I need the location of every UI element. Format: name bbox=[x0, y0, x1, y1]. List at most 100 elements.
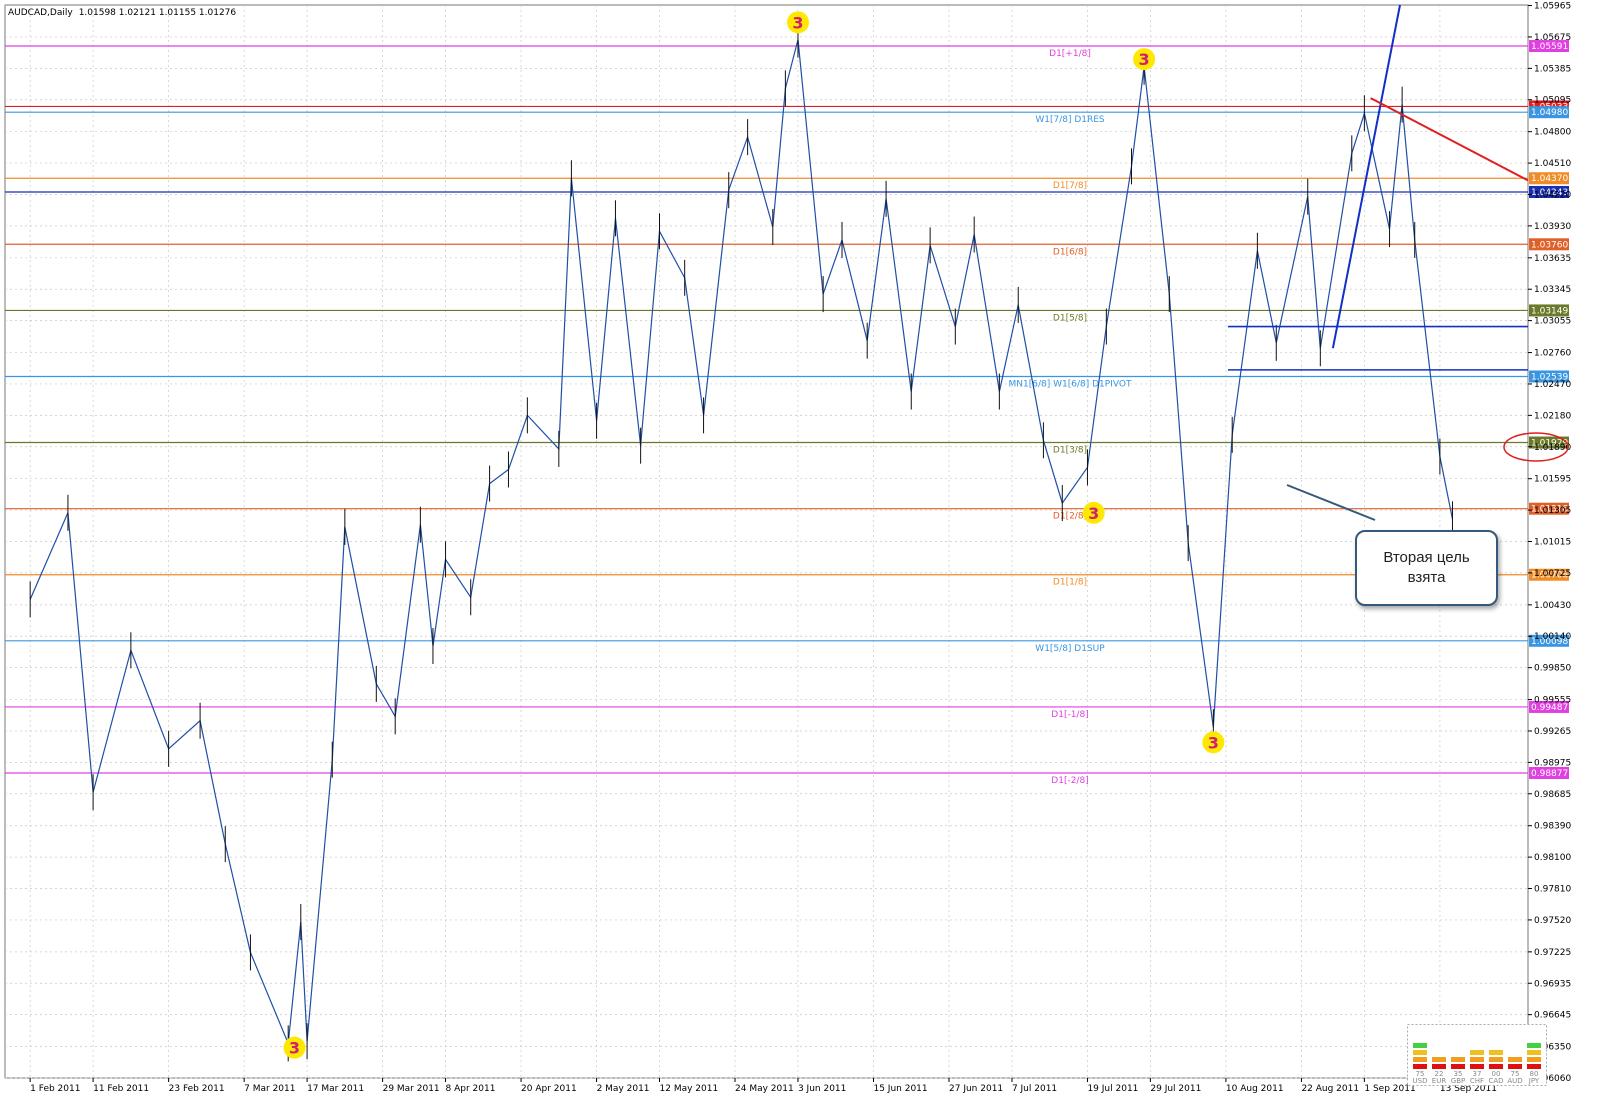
x-tick-label: 27 Jun 2011 bbox=[949, 1084, 1003, 1094]
price-series bbox=[29, 21, 1454, 1062]
level-label: D1[6/8] bbox=[1053, 247, 1087, 257]
level-label: D1[7/8] bbox=[1053, 181, 1087, 191]
price-tag-label: 1.03760 bbox=[1531, 240, 1568, 250]
meter-currency-label: CAD bbox=[1488, 1077, 1503, 1085]
meter-value: 80 bbox=[1530, 1070, 1539, 1078]
x-tick-label: 8 Apr 2011 bbox=[446, 1084, 496, 1094]
level-label: D1[3/8] bbox=[1053, 446, 1087, 456]
meter-value: 22 bbox=[1435, 1070, 1444, 1078]
meter-bar-segment bbox=[1451, 1064, 1465, 1069]
meter-currency-label: GBP bbox=[1451, 1077, 1465, 1085]
price-tag-label: 1.04980 bbox=[1531, 108, 1568, 118]
price-tag-label: 1.00098 bbox=[1531, 637, 1568, 647]
level-label: D1[-1/8] bbox=[1051, 710, 1088, 720]
y-tick-label: 0.98975 bbox=[1534, 758, 1571, 768]
price-tag bbox=[1529, 238, 1569, 251]
y-tick-label: 1.04800 bbox=[1534, 128, 1571, 138]
wave-3-label: 3 bbox=[1088, 504, 1099, 523]
x-tick-label: 24 May 2011 bbox=[735, 1084, 794, 1094]
y-tick-label: 1.05095 bbox=[1534, 96, 1571, 106]
price-tag-label: 0.99487 bbox=[1531, 703, 1568, 713]
price-tag-label: 1.05591 bbox=[1531, 42, 1568, 52]
price-tag bbox=[1529, 436, 1569, 449]
price-line bbox=[29, 39, 1454, 1044]
x-tick-label: 29 Jul 2011 bbox=[1150, 1084, 1201, 1094]
callout-pointer bbox=[1286, 484, 1376, 521]
murrey-levels: D1[+1/8]1.055911.05033W1[7/8] D1RES1.049… bbox=[5, 40, 1569, 786]
trend-lines bbox=[1228, 4, 1529, 371]
meter-currency-label: AUD bbox=[1507, 1077, 1522, 1085]
wave-3-marker bbox=[1082, 501, 1105, 524]
y-tick-label: 1.02760 bbox=[1534, 349, 1571, 359]
y-tick-label: 0.97520 bbox=[1534, 916, 1571, 926]
ohlc-values: 1.01598 1.02121 1.01155 1.01276 bbox=[79, 8, 237, 18]
symbol-title: AUDCAD,Daily bbox=[8, 8, 73, 18]
y-tick-label: 1.03345 bbox=[1534, 285, 1571, 295]
meter-bar-segment bbox=[1451, 1057, 1465, 1062]
price-tag-label: 1.04243 bbox=[1531, 188, 1568, 198]
chart-title: AUDCAD,Daily 1.01598 1.02121 1.01155 1.01… bbox=[8, 8, 236, 18]
meter-value: 35 bbox=[1454, 1070, 1463, 1078]
y-tick-label: 1.00140 bbox=[1534, 632, 1571, 642]
y-tick-label: 1.05965 bbox=[1534, 2, 1571, 12]
y-tick-label: 1.04510 bbox=[1534, 159, 1571, 169]
y-tick-label: 1.01595 bbox=[1534, 475, 1571, 485]
price-tag bbox=[1529, 634, 1569, 647]
y-tick-label: 1.02470 bbox=[1534, 380, 1571, 390]
x-axis: 1 Feb 2011 11 Feb 2011 23 Feb 2011 7 Mar 20… bbox=[29, 1078, 1497, 1094]
price-tag bbox=[1529, 700, 1569, 713]
y-tick-label: 0.97810 bbox=[1534, 885, 1571, 895]
level-label: D1[+1/8] bbox=[1049, 49, 1091, 59]
price-tag bbox=[1529, 568, 1569, 581]
x-tick-label: 7 Jul 2011 bbox=[1012, 1084, 1057, 1094]
y-tick-label: 0.96935 bbox=[1534, 979, 1571, 989]
price-tag bbox=[1529, 185, 1569, 198]
meter-bar-segment bbox=[1413, 1064, 1427, 1069]
y-tick-label: 1.01305 bbox=[1534, 506, 1571, 516]
level-label: W1[5/8] D1SUP bbox=[1035, 644, 1105, 654]
meter-bar-segment bbox=[1413, 1043, 1427, 1048]
x-tick-label: 19 Jul 2011 bbox=[1087, 1084, 1138, 1094]
meter-bar-segment bbox=[1508, 1057, 1522, 1062]
y-tick-label: 0.96645 bbox=[1534, 1011, 1571, 1021]
meter-bar-segment bbox=[1527, 1050, 1541, 1055]
wave-3-marker bbox=[1202, 731, 1225, 754]
price-tag-label: 1.00708 bbox=[1531, 571, 1568, 581]
meter-value: 75 bbox=[1511, 1070, 1520, 1078]
y-tick-label: 1.05675 bbox=[1534, 33, 1571, 43]
x-tick-label: 11 Feb 2011 bbox=[93, 1084, 149, 1094]
y-tick-label: 1.01890 bbox=[1534, 443, 1571, 453]
price-tag-label: 1.03149 bbox=[1531, 306, 1568, 316]
highlight-ellipse bbox=[1503, 432, 1569, 462]
x-tick-label: 23 Feb 2011 bbox=[169, 1084, 225, 1094]
y-tick-label: 0.99850 bbox=[1534, 664, 1571, 674]
y-tick-label: 1.03635 bbox=[1534, 254, 1571, 264]
y-tick-label: 0.98100 bbox=[1534, 853, 1571, 863]
x-tick-label: 1 Sep 2011 bbox=[1364, 1084, 1415, 1094]
wave-markers: 3 3 3 3 3 bbox=[283, 11, 1225, 1059]
meter-bar-segment bbox=[1527, 1043, 1541, 1048]
meter-bar-segment bbox=[1470, 1057, 1484, 1062]
meter-currency-label: CHF bbox=[1470, 1077, 1484, 1085]
wave-3-label: 3 bbox=[792, 13, 803, 32]
meter-bar-segment bbox=[1489, 1050, 1503, 1055]
y-tick-label: 1.01015 bbox=[1534, 538, 1571, 548]
wave-3-label: 3 bbox=[1208, 733, 1219, 752]
price-tag bbox=[1529, 106, 1569, 119]
x-tick-label: 29 Mar 2011 bbox=[383, 1084, 440, 1094]
meter-bar-segment bbox=[1489, 1064, 1503, 1069]
price-tag-label: 0.98877 bbox=[1531, 769, 1568, 779]
y-tick-label: 1.02180 bbox=[1534, 411, 1571, 421]
price-tag-label: 1.01318 bbox=[1531, 505, 1568, 515]
level-label: W1[7/8] D1RES bbox=[1035, 115, 1105, 125]
y-tick-label: 0.97225 bbox=[1534, 948, 1571, 958]
x-tick-label: 1 Feb 2011 bbox=[30, 1084, 80, 1094]
x-tick-label: 2 May 2011 bbox=[597, 1084, 650, 1094]
y-tick-label: 0.98390 bbox=[1534, 822, 1571, 832]
meter-currency-label: USD bbox=[1413, 1077, 1428, 1085]
level-label: MN1[6/8] W1[6/8] D1PIVOT bbox=[1009, 379, 1132, 389]
price-tag bbox=[1529, 40, 1569, 53]
y-tick-label: 0.98685 bbox=[1534, 790, 1571, 800]
level-label: D1[2/8] bbox=[1053, 512, 1087, 522]
